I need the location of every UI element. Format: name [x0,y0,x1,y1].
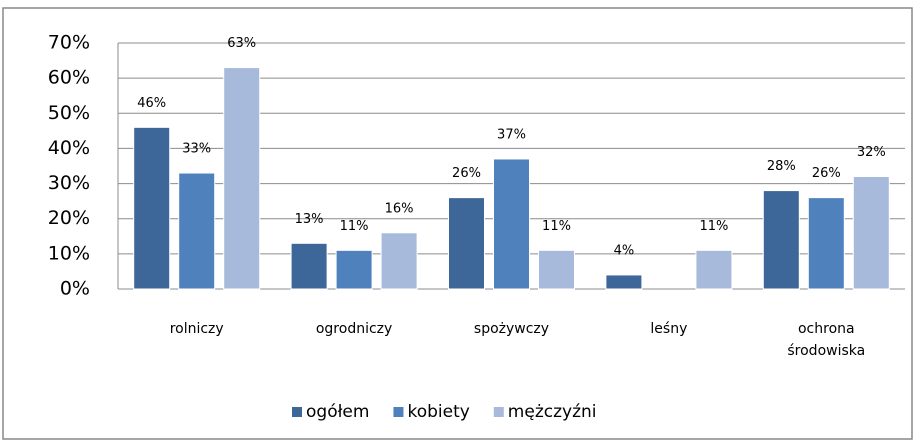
bar [695,249,733,290]
bar [290,242,328,290]
bar [380,232,418,290]
legend-label: kobiety [407,402,469,422]
bar [807,197,845,290]
data-label: 4% [614,243,635,258]
y-tick-label: 0% [60,278,90,300]
bar [852,176,890,290]
data-label: 33% [182,142,211,157]
data-label: 28% [767,159,796,174]
y-tick-label: 20% [48,207,90,229]
legend-label: mężczyźni [508,402,597,422]
y-tick-label: 10% [48,242,90,264]
x-tick-label: spożywczy [473,321,550,337]
bar [538,249,575,290]
legend-swatch [292,407,302,417]
data-label: 11% [340,219,369,234]
data-label: 37% [497,127,526,142]
y-tick-label: 40% [48,137,90,159]
bar [335,249,373,290]
data-label: 26% [812,166,841,181]
y-tick-label: 50% [48,102,90,124]
data-label: 11% [699,219,728,234]
x-tick-label: rolniczy [169,321,224,337]
bar [605,274,643,290]
bar [133,126,171,290]
y-tick-label: 70% [48,32,90,54]
x-tick-label: ogrodniczy [315,321,393,337]
y-tick-label: 30% [48,172,90,194]
data-label: 11% [542,219,571,234]
data-label: 32% [857,145,886,160]
y-tick-label: 60% [48,67,90,89]
x-tick-label: ochrona środowiska [787,321,866,359]
bar [178,172,216,290]
data-label: 13% [295,212,324,227]
legend-swatch [393,407,404,417]
legend-label: ogółem [306,402,369,422]
data-label: 16% [385,201,414,216]
bar [493,158,530,290]
data-label: 26% [452,166,481,181]
data-label: 63% [227,36,256,51]
bar [223,67,261,290]
legend-swatch [493,407,504,417]
x-tick-label: leśny [650,321,688,337]
bar [762,190,800,290]
bar [448,197,485,290]
data-label: 46% [137,96,166,111]
